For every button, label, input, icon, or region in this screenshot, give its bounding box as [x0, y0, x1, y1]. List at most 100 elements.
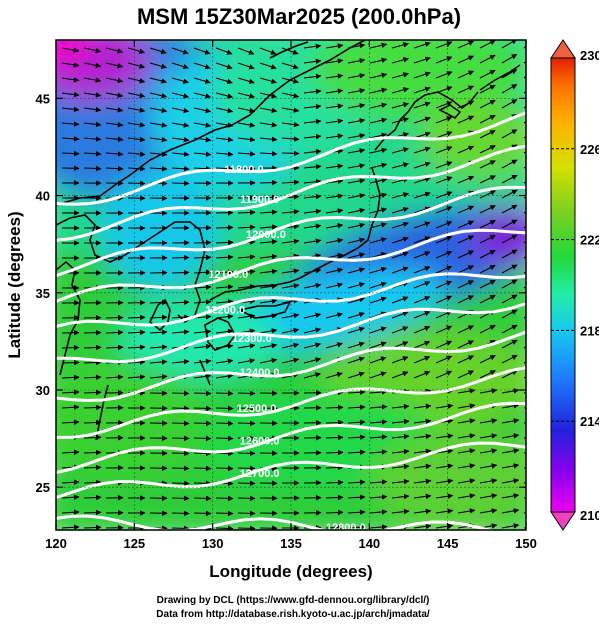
wind-arrow: [391, 72, 409, 79]
wind-arrow: [281, 107, 300, 113]
wind-arrow: [325, 404, 344, 411]
wind-arrow: [501, 234, 518, 244]
wind-arrow: [413, 116, 431, 124]
wind-arrow: [391, 371, 409, 379]
y-axis-ticks: 25 30 35 40 45: [36, 91, 526, 495]
wind-arrow: [391, 117, 409, 124]
wind-arrow: [479, 388, 498, 394]
wind-arrow: [413, 281, 431, 289]
wind-arrow: [237, 136, 256, 143]
wind-arrow: [369, 296, 387, 304]
wind-arrow: [457, 403, 476, 409]
wind-arrow: [369, 266, 387, 274]
wind-arrow: [457, 355, 474, 364]
wind-arrow: [325, 58, 344, 64]
wind-arrow: [259, 136, 278, 143]
wind-arrow: [413, 340, 431, 349]
wind-arrow: [215, 254, 234, 260]
wind-arrow: [435, 220, 453, 229]
wind-arrow: [303, 357, 322, 364]
wind-arrow: [237, 495, 256, 502]
wind-arrow: [435, 370, 453, 379]
wind-arrow: [105, 329, 124, 336]
wind-arrow: [193, 465, 212, 472]
contour-label: 12500.0: [237, 403, 277, 415]
wind-arrow: [281, 283, 300, 289]
y-tick-label: 35: [36, 286, 50, 301]
wind-arrow: [457, 85, 475, 94]
wind-arrow: [435, 355, 453, 364]
wind-arrow: [435, 206, 453, 214]
wind-arrow: [369, 509, 388, 515]
wind-arrow: [369, 479, 388, 485]
wind-arrow: [413, 266, 431, 274]
wind-arrow: [435, 71, 453, 79]
contour-label: 12200.0: [205, 304, 245, 316]
wind-arrow: [193, 62, 211, 70]
wind-arrow: [193, 480, 212, 487]
wind-arrow: [105, 136, 124, 143]
wind-arrow: [281, 121, 300, 128]
wind-arrow: [369, 87, 388, 94]
wind-arrow: [501, 309, 518, 319]
wind-arrow: [105, 92, 124, 98]
wind-arrow: [105, 62, 124, 69]
wind-arrow: [215, 77, 233, 85]
wind-arrow: [237, 92, 256, 99]
wind-arrow: [259, 298, 278, 304]
wind-arrow: [501, 493, 520, 499]
contour-label: 11900.0: [240, 194, 279, 206]
wind-arrow: [369, 404, 388, 410]
wind-arrow: [105, 47, 124, 54]
wind-arrow: [457, 463, 476, 469]
wind-arrow: [259, 239, 278, 245]
wind-arrow: [237, 107, 256, 114]
wind-arrow: [259, 268, 278, 275]
wind-arrow: [259, 107, 278, 114]
wind-arrow: [325, 419, 344, 426]
wind-arrow: [479, 99, 496, 109]
wind-arrow: [413, 448, 432, 455]
wind-arrow: [479, 190, 496, 199]
wind-arrow: [347, 449, 366, 455]
wind-arrow: [127, 344, 146, 350]
wind-arrow: [413, 508, 432, 515]
contour-label: 12400.0: [240, 367, 280, 379]
wind-arrow: [127, 374, 146, 380]
wind-arrow: [149, 151, 168, 157]
wind-arrow: [501, 388, 520, 394]
wind-arrow: [193, 92, 212, 99]
wind-arrow: [347, 237, 366, 244]
wind-arrow: [479, 294, 496, 304]
wind-arrow: [171, 269, 190, 276]
x-tick-label: 140: [358, 536, 380, 551]
wind-arrow: [457, 433, 476, 439]
wind-arrow: [413, 310, 431, 319]
wind-arrow: [237, 283, 256, 290]
wind-arrow: [369, 132, 388, 139]
wind-arrow: [501, 354, 518, 364]
wind-arrow: [435, 295, 453, 304]
wind-arrow: [479, 249, 496, 259]
wind-arrow: [391, 326, 409, 334]
wind-arrow: [457, 175, 475, 184]
colorbar-bottom-triangle: [550, 511, 576, 531]
wind-arrow: [61, 91, 80, 98]
wind-arrow: [325, 449, 344, 456]
wind-arrow: [105, 165, 124, 172]
wind-arrow: [237, 77, 255, 85]
wind-arrow: [193, 269, 212, 276]
x-tick-label: 145: [437, 536, 459, 551]
contour-label: 12800.0: [326, 522, 366, 534]
wind-arrow: [501, 159, 518, 169]
wind-arrow: [259, 92, 278, 99]
wind-arrow: [193, 450, 212, 457]
wind-arrow: [479, 235, 496, 244]
wind-arrow: [259, 357, 278, 364]
wind-arrow: [325, 163, 344, 170]
wind-arrow: [479, 175, 496, 184]
wind-arrow: [171, 122, 190, 128]
wind-arrow: [413, 41, 431, 49]
colorbar-tick-label: 218: [580, 323, 599, 338]
wind-arrow: [83, 494, 102, 501]
